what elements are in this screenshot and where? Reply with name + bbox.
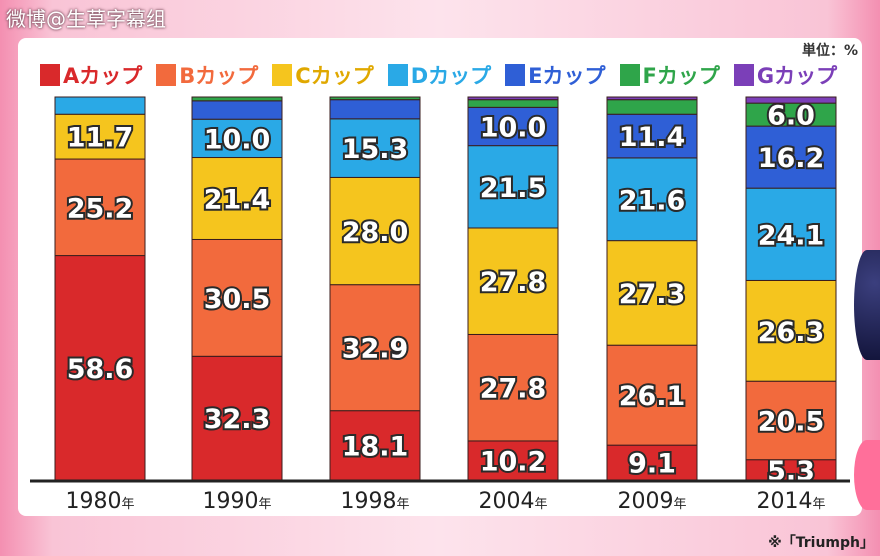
source-note: ※「Triumph」 <box>768 535 874 551</box>
legend-swatch-a <box>40 64 60 86</box>
bar-segment-2014-2 <box>745 380 837 461</box>
bar-segment-2014-4 <box>745 187 837 281</box>
bar-segment-2014-5 <box>745 125 837 189</box>
bar-segment-1990-6 <box>191 96 283 102</box>
legend-label-g: Gカップ <box>756 64 838 88</box>
data-label-1980-1: 58.6 <box>67 354 134 385</box>
legend-label-d: Dカップ <box>410 64 492 88</box>
data-label-2004-3: 27.8 <box>480 267 547 298</box>
x-tick-label-2014: 2014年 <box>756 489 825 514</box>
bar-segment-1998-3 <box>329 176 421 286</box>
bar-segment-2009-2 <box>606 344 698 446</box>
x-tick-label-1998: 1998年 <box>340 489 409 514</box>
bar-segment-1990-5 <box>191 100 283 120</box>
x-tick-label-1990: 1990年 <box>202 489 271 514</box>
data-label-2009-2: 26.1 <box>619 381 686 412</box>
x-tick-label-2004: 2004年 <box>478 489 547 514</box>
data-label-2014-6: 6.0 <box>767 101 815 132</box>
legend-label-b: Bカップ <box>179 64 259 88</box>
legend-item-f-cup: Fカップ <box>619 60 720 90</box>
legend-item-c-cup: Cカップ <box>272 60 374 90</box>
bar-segment-1980-2 <box>54 158 146 257</box>
legend-item-a-cup: Aカップ <box>40 60 142 90</box>
data-label-1998-4: 15.3 <box>342 134 409 165</box>
data-label-2014-3: 26.3 <box>758 317 825 348</box>
bar-segment-2009-3 <box>606 240 698 346</box>
data-label-1980-3: 11.7 <box>67 123 134 154</box>
data-label-2009-3: 27.3 <box>619 279 686 310</box>
data-label-1998-3: 28.0 <box>342 217 409 248</box>
legend-label-a: Aカップ <box>63 64 143 88</box>
bar-segment-2004-3 <box>467 227 559 335</box>
data-label-2009-1: 9.1 <box>628 449 676 480</box>
bar-segment-2004-5 <box>467 106 559 147</box>
corner-decoration-image <box>854 250 880 360</box>
x-tick-label-2009: 2009年 <box>617 489 686 514</box>
data-label-1990-2: 30.5 <box>204 284 271 315</box>
bar-segment-1998-6 <box>329 96 421 101</box>
legend-swatch-f <box>619 64 640 86</box>
bar-segment-1998-2 <box>329 284 421 412</box>
bar-segment-1998-5 <box>329 99 421 120</box>
bar-segment-2014-7 <box>745 96 837 104</box>
watermark-text: 微博@生草字幕组 <box>6 7 166 31</box>
bar-segment-2009-6 <box>606 99 698 115</box>
legend-swatch-b <box>156 64 177 86</box>
data-label-2004-2: 27.8 <box>480 374 547 405</box>
data-label-1990-1: 32.3 <box>204 404 271 435</box>
bar-segment-1990-1 <box>191 355 283 481</box>
bar-segment-2009-7 <box>606 96 698 101</box>
data-label-1998-1: 18.1 <box>342 431 409 462</box>
bar-segment-2009-5 <box>606 113 698 159</box>
legend-swatch-c <box>272 64 293 86</box>
legend-swatch-g <box>733 64 754 86</box>
bar-segment-2004-2 <box>467 333 559 442</box>
data-label-2009-5: 11.4 <box>619 122 686 153</box>
data-label-2004-5: 10.0 <box>480 112 547 143</box>
legend-label-f: Fカップ <box>642 64 720 88</box>
bar-segment-2004-4 <box>467 145 559 229</box>
data-label-2014-2: 20.5 <box>758 406 825 437</box>
legend-item-d-cup: Dカップ <box>387 60 492 90</box>
bar-segment-1980-4 <box>54 96 146 115</box>
chart-panel <box>18 38 862 516</box>
chart-legend: Aカップ Bカップ Cカップ Dカップ Eカップ Fカップ Gカップ <box>40 58 870 92</box>
legend-label-c: Cカップ <box>295 64 374 88</box>
data-label-1990-4: 10.0 <box>204 124 271 155</box>
bar-segment-1980-1 <box>54 255 146 481</box>
legend-item-b-cup: Bカップ <box>156 60 258 90</box>
data-label-1990-3: 21.4 <box>204 184 271 215</box>
bar-segment-2004-7 <box>467 96 559 101</box>
data-label-2009-4: 21.6 <box>619 185 686 216</box>
data-label-2004-1: 10.2 <box>480 446 547 477</box>
unit-label: 単位：% <box>801 43 858 59</box>
legend-item-g-cup: Gカップ <box>733 60 838 90</box>
legend-item-e-cup: Eカップ <box>505 60 606 90</box>
data-label-1980-2: 25.2 <box>67 193 134 224</box>
data-label-2014-4: 24.1 <box>758 220 825 251</box>
data-label-2014-5: 16.2 <box>758 143 825 174</box>
corner-decoration-image-2 <box>854 440 880 510</box>
x-tick-label-1980: 1980年 <box>65 489 134 514</box>
bar-segment-2009-4 <box>606 157 698 242</box>
legend-label-e: Eカップ <box>528 64 606 88</box>
bar-segment-1980-3 <box>54 113 146 160</box>
bar-segment-1990-2 <box>191 238 283 357</box>
legend-swatch-d <box>387 64 408 86</box>
bar-segment-1990-3 <box>191 157 283 240</box>
legend-swatch-e <box>505 64 526 86</box>
data-label-1998-2: 32.9 <box>342 334 409 365</box>
data-label-2004-4: 21.5 <box>480 173 547 204</box>
bar-segment-2004-6 <box>467 99 559 108</box>
